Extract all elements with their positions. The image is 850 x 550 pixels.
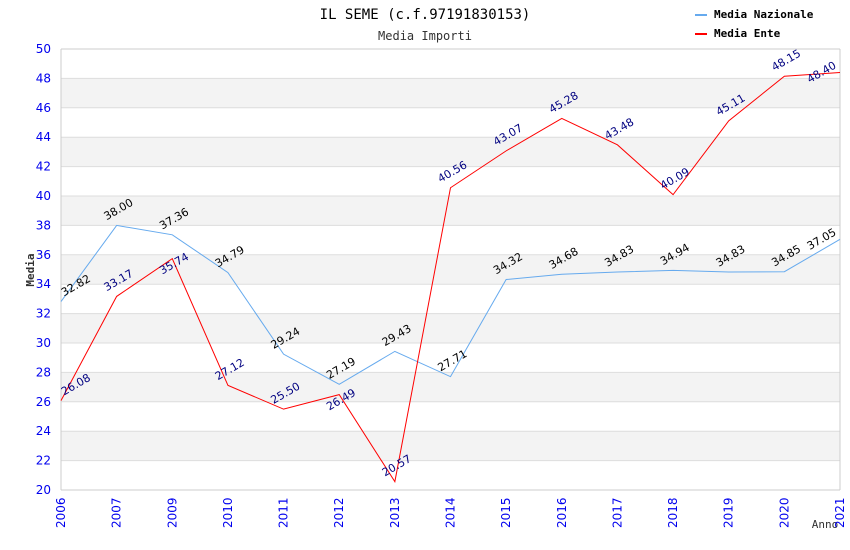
y-tick-label: 46 — [36, 101, 51, 115]
grid-band — [61, 137, 840, 167]
x-tick-label: 2012 — [332, 497, 346, 528]
y-tick-label: 38 — [36, 218, 51, 232]
data-label: 27.71 — [436, 347, 470, 374]
x-tick-label: 2010 — [221, 497, 235, 528]
grid-band — [61, 372, 840, 402]
data-label: 48.15 — [769, 47, 803, 74]
x-tick-label: 2016 — [555, 497, 569, 528]
y-tick-label: 48 — [36, 71, 51, 85]
data-label: 40.09 — [658, 165, 692, 192]
x-tick-label: 2015 — [499, 497, 513, 528]
grid-band — [61, 431, 840, 461]
y-axis-label: Media — [24, 253, 37, 286]
legend-label-nazionale: Media Nazionale — [714, 8, 814, 21]
series-line-ente — [60, 72, 841, 483]
x-tick-label: 2017 — [610, 497, 624, 528]
chart-title: IL SEME (c.f.97191830153) — [320, 7, 531, 23]
y-tick-label: 24 — [36, 424, 51, 438]
y-tick-label: 34 — [36, 277, 51, 291]
legend-box — [690, 3, 840, 44]
y-tick-label: 20 — [36, 483, 51, 497]
series-line-nazionale — [60, 224, 841, 385]
x-tick-label: 2013 — [388, 497, 402, 528]
y-tick-label: 50 — [36, 42, 51, 56]
x-tick-label: 2007 — [110, 497, 124, 528]
grid-band — [61, 313, 840, 343]
y-tick-label: 40 — [36, 189, 51, 203]
grid-band — [61, 78, 840, 108]
y-tick-label: 30 — [36, 336, 51, 350]
x-tick-label: 2006 — [54, 497, 68, 528]
x-tick-label: 2021 — [833, 497, 847, 528]
x-tick-label: 2014 — [444, 497, 458, 528]
y-tick-label: 22 — [36, 454, 51, 468]
x-tick-label: 2018 — [666, 497, 680, 528]
x-tick-label: 2009 — [165, 497, 179, 528]
y-tick-label: 32 — [36, 307, 51, 321]
legend-label-ente: Media Ente — [714, 27, 781, 40]
grid-band — [61, 196, 840, 226]
y-tick-label: 42 — [36, 160, 51, 174]
x-tick-label: 2020 — [777, 497, 791, 528]
data-label: 37.05 — [805, 226, 839, 253]
y-tick-label: 26 — [36, 395, 51, 409]
x-tick-label: 2011 — [277, 497, 291, 528]
grid-band — [61, 254, 840, 285]
x-tick-label: 2019 — [722, 497, 736, 528]
y-tick-label: 44 — [36, 130, 51, 144]
y-tick-label: 28 — [36, 365, 51, 379]
y-tick-label: 36 — [36, 248, 51, 262]
chart-subtitle: Media Importi — [378, 29, 472, 43]
legend: Media Nazionale Media Ente — [690, 3, 840, 44]
x-axis-label: Anno — [812, 518, 839, 531]
